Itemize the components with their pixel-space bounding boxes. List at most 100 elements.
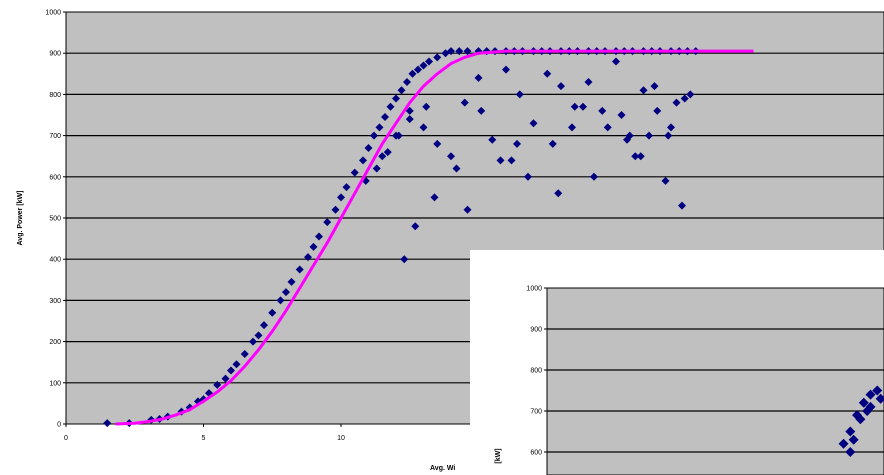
main-y-tick-label: 0 [57,422,61,429]
scatter-point [364,143,373,152]
main-y-tick-label: 700 [49,133,61,140]
scatter-point [103,419,112,428]
scatter-point [653,106,662,115]
scatter-point [496,156,505,165]
inset-scatter-point [845,426,856,437]
scatter-point [359,156,367,165]
scatter-point [381,113,389,122]
scatter-point [639,86,648,95]
scatter-point [463,205,472,214]
scatter-point [664,131,673,140]
scatter-point [455,47,464,56]
main-y-tick-labels: 0 100 200 300 400 500 600 700 800 900 1000 [45,10,61,429]
scatter-point [372,164,381,173]
scatter-point [397,86,406,95]
scatter-point [408,69,417,78]
inset-y-tick-labels: 600 700 800 900 1000 [526,286,542,457]
inset-scatter-point [855,414,866,425]
scatter-point [232,360,241,369]
main-y-tick-label: 300 [49,298,61,305]
scatter-point [370,131,378,140]
scatter-point [350,168,359,177]
scatter-point [268,308,277,317]
main-y-tick-label: 1000 [45,10,61,17]
scatter-point [425,57,433,66]
scatter-point [631,152,640,161]
scatter-point [240,349,249,358]
scatter-point [623,135,631,144]
inset-scatter-point [845,447,856,457]
scatter-point [422,102,431,111]
scatter-point [213,380,222,389]
main-y-tick-label: 500 [49,216,61,223]
inset-y-tick-label: 900 [530,327,542,334]
scatter-point [524,172,532,181]
main-x-tick-label: 5 [202,435,206,442]
scatter-point [680,94,689,103]
scatter-point [584,78,593,87]
inset-scatter-point [875,393,884,404]
scatter-point [433,53,442,62]
inset-scatter-point [865,389,876,400]
main-x-tick-labels: 0 5 10 [64,424,345,442]
main-y-axis-title: Avg. Power [kW] [17,191,24,246]
scatter-point [515,90,524,99]
scatter-point [309,242,318,251]
main-series-curve [115,49,754,426]
scatter-point [392,94,400,103]
scatter-point [405,115,414,124]
scatter-point [548,139,557,148]
scatter-point [419,61,428,70]
scatter-point [612,57,620,66]
scatter-point [645,131,653,140]
scatter-point [315,232,323,241]
inset-y-tick-label: 600 [530,450,542,457]
scatter-point [661,176,670,185]
main-y-tick-label: 100 [49,380,61,387]
scatter-point [554,189,563,198]
scatter-point [603,123,612,132]
scatter-point [411,222,420,231]
scatter-point [636,152,645,161]
power-curve-line [115,49,754,426]
scatter-point [507,156,516,165]
scatter-point [378,152,387,161]
inset-y-axis-title: [kW] [495,448,502,463]
scatter-point [529,119,538,128]
scatter-point [227,366,235,375]
scatter-point [254,331,263,340]
scatter-point [323,218,332,227]
scatter-point [460,98,469,107]
scatter-point [590,172,598,181]
scatter-point [414,65,422,74]
scatter-point [474,73,483,82]
scatter-point [686,90,695,99]
scatter-point [400,255,409,264]
scatter-point [488,135,497,144]
scatter-point [260,321,268,330]
inset-series-points [838,385,884,457]
scatter-point [617,111,626,119]
inset-scatter-point [858,397,869,408]
main-y-tick-label: 200 [49,339,61,346]
scatter-point [221,374,230,383]
main-y-tick-label: 800 [49,92,61,99]
scatter-point [375,123,384,132]
scatter-point [570,102,579,111]
scatter-point [447,152,455,161]
scatter-point [282,288,290,297]
inset-plot-area [546,287,884,475]
main-y-tick-label: 900 [49,51,61,58]
scatter-point [249,337,257,346]
main-series-points [103,47,700,428]
scatter-point [672,98,681,107]
scatter-point [419,123,428,132]
main-x-tick-label: 10 [337,435,345,442]
scatter-point [331,205,340,214]
scatter-point [405,106,414,115]
scatter-point [502,65,510,74]
scatter-point [430,193,439,202]
inset-y-tick-label: 700 [530,409,542,416]
scatter-point [477,106,486,115]
